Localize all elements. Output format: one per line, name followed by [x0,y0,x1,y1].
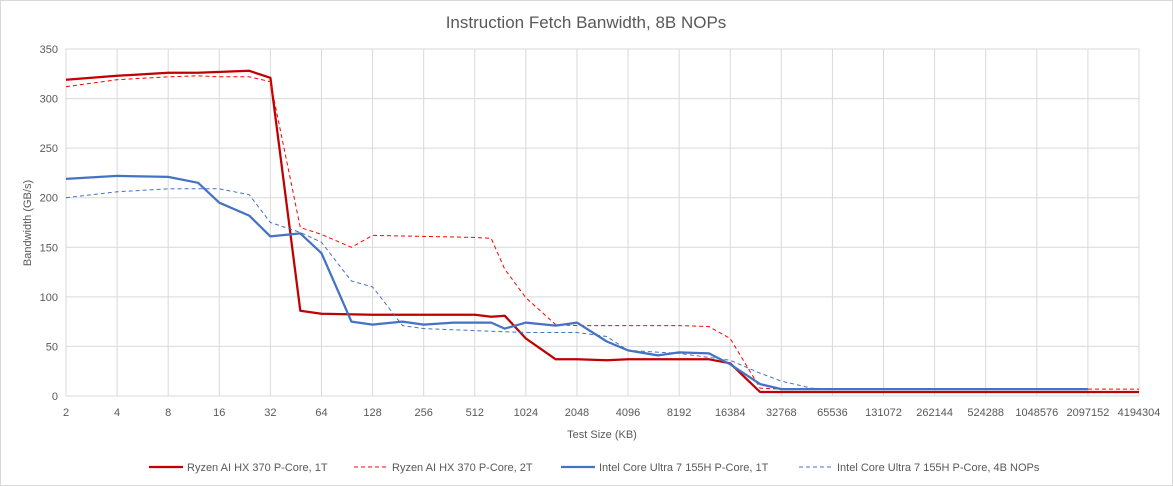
x-tick-label: 1048576 [1015,407,1058,419]
x-axis-title: Test Size (KB) [567,429,637,441]
legend-label-3: Intel Core Ultra 7 155H P-Core, 1T [599,462,769,474]
x-tick-label: 4096 [616,407,640,419]
legend-label-4: Intel Core Ultra 7 155H P-Core, 4B NOPs [837,462,1040,474]
legend: Ryzen AI HX 370 P-Core, 1T Ryzen AI HX 37… [149,462,1040,474]
y-tick-label: 250 [40,143,58,155]
x-tick-label: 2097152 [1066,407,1109,419]
x-tick-label: 32768 [766,407,797,419]
x-tick-label: 512 [466,407,484,419]
x-tick-label: 262144 [916,407,953,419]
y-tick-label: 0 [52,391,58,403]
series-line-2 [65,75,1139,390]
x-tick-label: 16384 [715,407,746,419]
y-tick-label: 200 [40,193,58,205]
chart-title: Instruction Fetch Banwidth, 8B NOPs [446,13,727,32]
y-tick-label: 150 [40,242,58,254]
grid [65,48,1140,397]
x-tick-label: 4194304 [1118,407,1161,419]
x-tick-label: 2 [63,407,69,419]
x-tick-label: 4 [114,407,120,419]
x-tick-label: 8192 [667,407,691,419]
x-tick-label: 131072 [865,407,902,419]
x-tick-label: 8 [165,407,171,419]
series-line-1 [65,69,1139,394]
series-line-3 [65,174,1088,391]
y-tick-label: 350 [40,44,58,56]
x-tick-label: 128 [363,407,381,419]
y-tick-label: 100 [40,292,58,304]
axes: 0 50 100 150 200 250 300 350 2 4 8 16 32 64 128 256 512 1… [40,44,1161,419]
x-tick-label: 1024 [514,407,538,419]
y-tick-label: 50 [46,341,58,353]
x-tick-label: 256 [414,407,432,419]
series-lines [65,69,1139,394]
x-tick-label: 65536 [817,407,848,419]
x-tick-label: 32 [264,407,276,419]
y-tick-label: 300 [40,94,58,106]
legend-label-2: Ryzen AI HX 370 P-Core, 2T [392,462,533,474]
x-tick-label: 2048 [565,407,589,419]
x-tick-label: 16 [213,407,225,419]
legend-label-1: Ryzen AI HX 370 P-Core, 1T [187,462,328,474]
x-tick-label: 524288 [967,407,1004,419]
y-axis-title: Bandwidth (GB/s) [22,180,34,266]
x-tick-label: 64 [315,407,327,419]
